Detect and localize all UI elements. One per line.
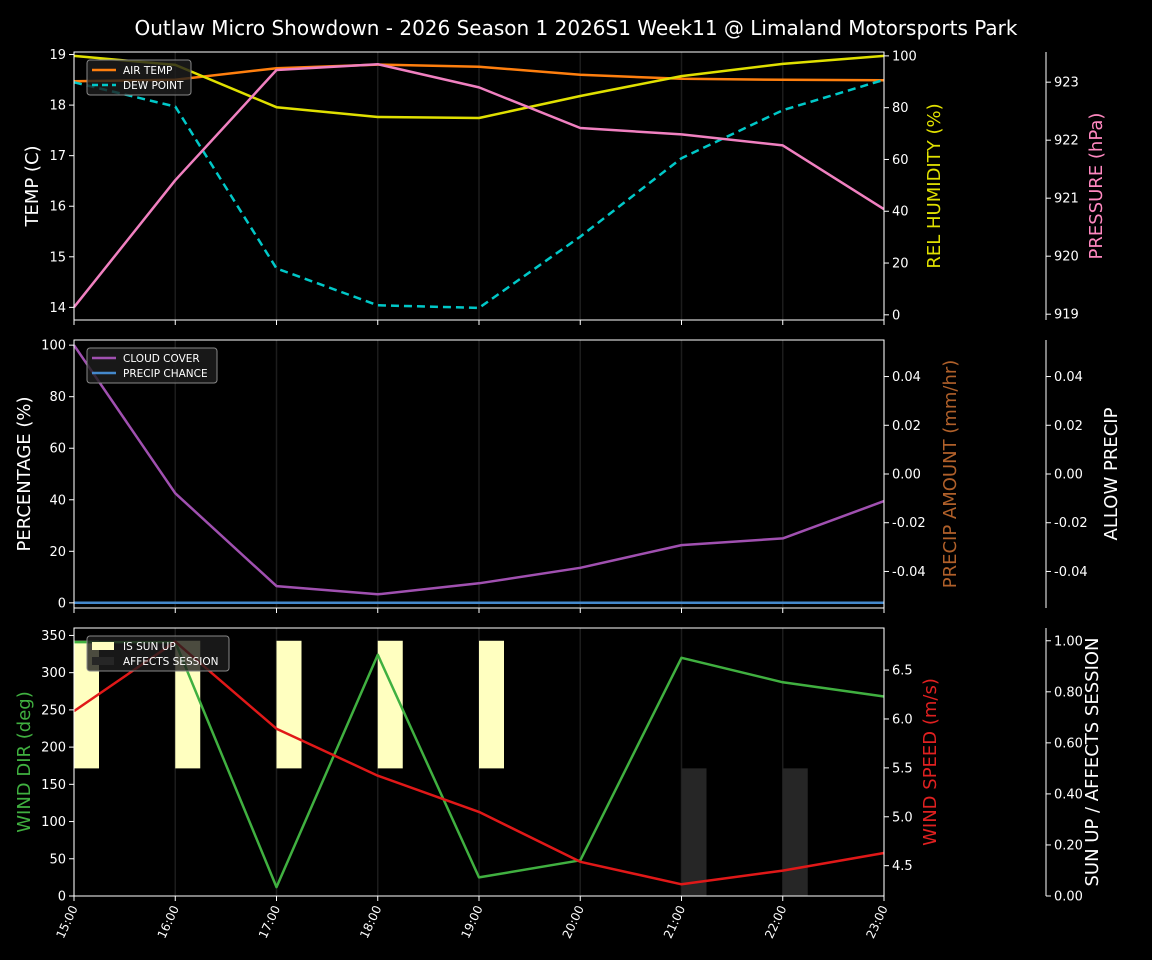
legend-label: DEW POINT — [123, 80, 184, 92]
legend-label: AIR TEMP — [123, 65, 172, 77]
right-tick-label: 0.04 — [892, 370, 921, 385]
legend-label: CLOUD COVER — [123, 353, 200, 365]
x-tick-label: 21:00 — [661, 903, 688, 940]
x-tick-label: 22:00 — [762, 903, 789, 940]
left-tick-label: 19 — [49, 48, 66, 63]
left-tick-label: 14 — [49, 301, 66, 316]
bar-is-sun-up — [377, 640, 403, 769]
right-tick-label: 100 — [892, 49, 917, 64]
right2-tick-label: 921 — [1054, 192, 1079, 207]
right-tick-label: 0.00 — [892, 468, 921, 483]
legend-label: IS SUN UP — [123, 641, 176, 653]
left-tick-label: 100 — [41, 815, 66, 830]
right-axis-label: REL HUMIDITY (%) — [924, 103, 945, 268]
right2-tick-label: 0.80 — [1054, 685, 1083, 700]
right-tick-label: -0.02 — [892, 516, 926, 531]
legend-label: AFFECTS SESSION — [123, 656, 219, 668]
right-tick-label: 0 — [892, 308, 900, 323]
left-tick-label: 16 — [49, 200, 66, 215]
right2-tick-label: 923 — [1054, 76, 1079, 91]
right-axis-label: WIND SPEED (m/s) — [920, 678, 941, 846]
right2-tick-label: 922 — [1054, 134, 1079, 149]
right-tick-label: 4.5 — [892, 859, 913, 874]
left-tick-label: 300 — [41, 666, 66, 681]
right-tick-label: 5.5 — [892, 761, 913, 776]
x-tick-label: 18:00 — [357, 903, 384, 940]
right2-tick-label: 0.60 — [1054, 736, 1083, 751]
left-axis-label: TEMP (C) — [22, 145, 43, 227]
bar-is-sun-up — [276, 640, 302, 769]
left-tick-label: 18 — [49, 99, 66, 114]
panel-1: 14 15 16 17 18 19 TEMP (C) 0 20 40 60 80 100 REL HUMI… — [22, 48, 1107, 325]
x-tick-label: 23:00 — [863, 903, 890, 940]
right-tick-label: 5.0 — [892, 810, 913, 825]
right-tick-label: 60 — [892, 153, 909, 168]
legend-swatch — [92, 657, 114, 665]
right2-tick-label: 0.04 — [1054, 370, 1083, 385]
left-tick-label: 150 — [41, 778, 66, 793]
right2-tick-label: 0.02 — [1054, 419, 1083, 434]
right-axis-label: PRECIP AMOUNT (mm/hr) — [940, 360, 961, 589]
legend: IS SUN UP AFFECTS SESSION — [86, 635, 230, 672]
panel-2: 0 20 40 60 80 100 PERCENTAGE (%) -0.04 -0.02 0.00… — [14, 339, 1122, 613]
left-tick-label: 0 — [58, 596, 66, 611]
bar-affects-session — [681, 768, 707, 896]
left-tick-label: 40 — [49, 493, 66, 508]
panel-3: 15:00 16:00 17:00 18:00 19:00 20:00 21:00 22:00… — [14, 627, 1103, 941]
legend-label: PRECIP CHANCE — [123, 368, 208, 380]
right2-tick-label: 0.00 — [1054, 468, 1083, 483]
x-tick-label: 15:00 — [53, 903, 80, 940]
left-tick-label: 80 — [49, 390, 66, 405]
legend-box — [86, 635, 230, 672]
legend-box — [86, 347, 218, 384]
right-tick-label: 6.5 — [892, 664, 913, 679]
left-tick-label: 17 — [49, 149, 66, 164]
left-tick-label: 15 — [49, 250, 66, 265]
left-tick-label: 200 — [41, 741, 66, 756]
right2-tick-label: 919 — [1054, 308, 1079, 323]
right2-tick-label: 0.40 — [1054, 787, 1083, 802]
left-tick-label: 0 — [58, 890, 66, 905]
left-tick-label: 100 — [41, 339, 66, 354]
plot-frame — [73, 51, 885, 321]
x-tick-label: 19:00 — [458, 903, 485, 940]
x-tick-label: 17:00 — [256, 903, 283, 940]
left-axis-label: WIND DIR (deg) — [14, 691, 35, 833]
left-tick-label: 50 — [49, 852, 66, 867]
left-tick-label: 250 — [41, 703, 66, 718]
right-tick-label: 40 — [892, 205, 909, 220]
chart-title: Outlaw Micro Showdown - 2026 Season 1 20… — [135, 16, 1018, 40]
right-tick-label: 6.0 — [892, 712, 913, 727]
right2-axis-label: ALLOW PRECIP — [1101, 407, 1122, 540]
right2-axis-label: SUN UP / AFFECTS SESSION — [1082, 637, 1103, 886]
right2-tick-label: 1.00 — [1054, 634, 1083, 649]
right2-tick-label: 0.00 — [1054, 890, 1083, 905]
legend: CLOUD COVER PRECIP CHANCE — [86, 347, 218, 384]
x-tick-label: 20:00 — [560, 903, 587, 940]
x-tick-label: 16:00 — [155, 903, 182, 940]
left-tick-label: 20 — [49, 545, 66, 560]
right2-tick-label: 0.20 — [1054, 838, 1083, 853]
right-tick-label: 20 — [892, 257, 909, 272]
right-tick-label: -0.04 — [892, 565, 926, 580]
bar-affects-session — [782, 768, 808, 896]
bar-is-sun-up — [479, 640, 504, 769]
right-tick-label: 80 — [892, 101, 909, 116]
legend: AIR TEMP DEW POINT — [86, 59, 192, 96]
legend-swatch — [92, 642, 114, 650]
right2-tick-label: -0.04 — [1054, 565, 1088, 580]
right2-axis-label: PRESSURE (hPa) — [1086, 113, 1107, 260]
right-tick-label: 0.02 — [892, 419, 921, 434]
left-tick-label: 60 — [49, 442, 66, 457]
left-axis-label: PERCENTAGE (%) — [14, 396, 35, 551]
right2-tick-label: 920 — [1054, 250, 1079, 265]
right2-tick-label: -0.02 — [1054, 516, 1088, 531]
plot-frame — [73, 627, 885, 897]
left-tick-label: 350 — [41, 629, 66, 644]
